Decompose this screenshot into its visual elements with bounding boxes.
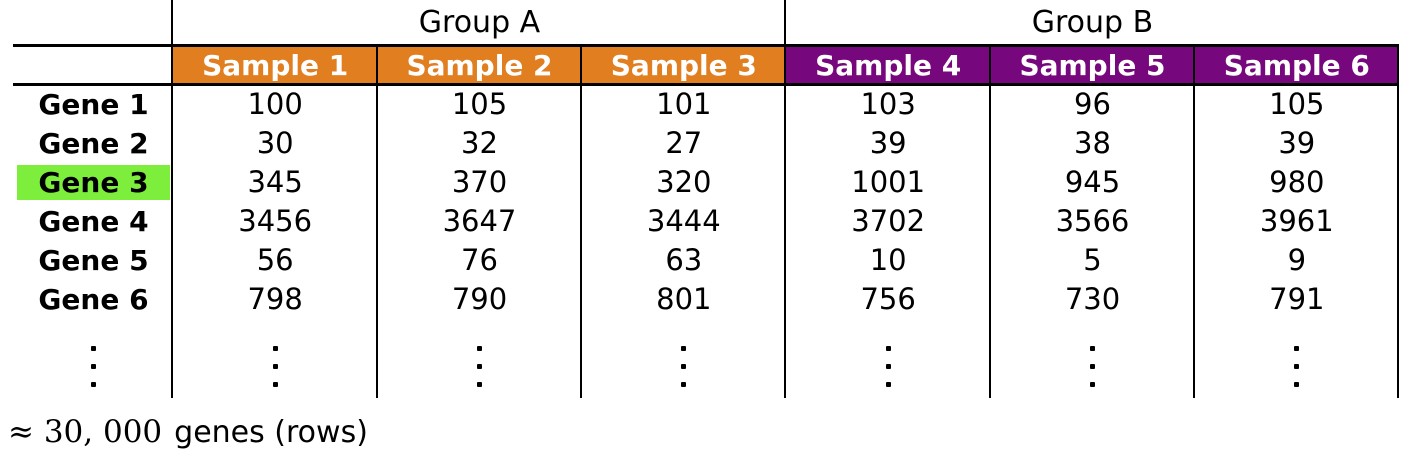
expression-value-cell: 100 xyxy=(247,87,303,121)
expression-value-cell: 801 xyxy=(656,282,712,316)
expression-value-cell: 103 xyxy=(860,87,916,121)
ellipsis-dot xyxy=(272,364,278,369)
gene-label-cell: Gene 6 xyxy=(38,282,149,316)
sample-header-cell: Sample 2 xyxy=(377,46,582,85)
ellipsis-dot xyxy=(885,364,891,369)
expression-value-cell: 370 xyxy=(451,165,508,199)
row-count-caption: ≈ 30, 000 genes (rows) xyxy=(8,414,368,450)
expression-value-cell: 27 xyxy=(665,126,703,160)
vertical-ellipsis xyxy=(272,346,278,387)
expression-value-cell: 3647 xyxy=(442,204,517,238)
ellipsis-dot xyxy=(1294,382,1300,387)
expression-value-cell: 9 xyxy=(1287,243,1307,277)
expression-value-cell: 791 xyxy=(1269,282,1325,316)
vertical-ellipsis xyxy=(90,346,96,387)
expression-value-cell: 3566 xyxy=(1055,204,1130,238)
expression-value-cell: 56 xyxy=(256,243,294,277)
ellipsis-dot xyxy=(90,382,96,387)
ellipsis-dot xyxy=(476,364,482,369)
column-divider-s1-s2 xyxy=(376,44,378,398)
ellipsis-dot xyxy=(681,382,687,387)
ellipsis-dot xyxy=(272,382,278,387)
expression-value-cell: 39 xyxy=(1278,126,1316,160)
approx-gene-count: ≈ 30, 000 xyxy=(8,414,163,450)
ellipsis-dot xyxy=(272,346,278,351)
expression-table: Group A Group B Sample 1 Sample 2 Sample 3… xyxy=(13,0,1399,400)
expression-value-cell: 790 xyxy=(451,282,508,316)
expression-value-cell: 3444 xyxy=(646,204,721,238)
ellipsis-dot xyxy=(885,382,891,387)
ellipsis-dot xyxy=(681,346,687,351)
gene-label-cell: Gene 4 xyxy=(38,204,149,238)
expression-value-cell: 5 xyxy=(1083,243,1102,277)
ellipsis-dot xyxy=(476,382,482,387)
table-rule-top xyxy=(13,44,1399,47)
ellipsis-dot xyxy=(681,364,687,369)
expression-value-cell: 756 xyxy=(860,282,916,316)
sample-header-cell: Sample 3 xyxy=(581,46,786,85)
table-rule-header xyxy=(13,83,1399,86)
sample-header-cell: Sample 4 xyxy=(785,46,991,85)
expression-value-cell: 101 xyxy=(656,87,712,121)
expression-value-cell: 10 xyxy=(869,243,907,277)
vertical-ellipsis xyxy=(476,346,482,387)
sample-header-cell: Sample 5 xyxy=(990,46,1195,85)
column-divider-s2-s3 xyxy=(580,44,582,398)
gene-label-cell: Gene 5 xyxy=(38,243,149,277)
expression-value-cell: 980 xyxy=(1269,165,1325,199)
expression-value-cell: 32 xyxy=(461,126,498,160)
ellipsis-dot xyxy=(90,346,96,351)
ellipsis-dot xyxy=(1294,346,1300,351)
gene-label-cell-highlighted: Gene 3 xyxy=(17,165,170,200)
gene-label-cell: Gene 2 xyxy=(38,126,149,160)
expression-value-cell: 63 xyxy=(665,243,703,277)
group-b-header: Group B xyxy=(1031,5,1154,40)
gene-label-cell: Gene 1 xyxy=(38,87,149,121)
expression-value-cell: 105 xyxy=(451,87,508,121)
group-a-header: Group A xyxy=(418,5,541,40)
expression-value-cell: 3702 xyxy=(851,204,926,238)
column-divider-labels xyxy=(171,0,173,398)
ellipsis-dot xyxy=(1089,364,1095,369)
expression-value-cell: 730 xyxy=(1064,282,1121,316)
vertical-ellipsis xyxy=(681,346,687,387)
ellipsis-dot xyxy=(885,346,891,351)
ellipsis-dot xyxy=(476,346,482,351)
expression-value-cell: 3456 xyxy=(238,204,313,238)
expression-value-cell: 945 xyxy=(1064,165,1121,199)
expression-value-cell: 1001 xyxy=(851,165,926,199)
expression-value-cell: 105 xyxy=(1269,87,1325,121)
column-divider-groups xyxy=(784,0,786,398)
expression-value-cell: 3961 xyxy=(1259,204,1334,238)
expression-value-cell: 320 xyxy=(656,165,712,199)
expression-value-cell: 38 xyxy=(1074,126,1111,160)
sample-header-cell: Sample 1 xyxy=(173,46,378,85)
expression-value-cell: 345 xyxy=(247,165,303,199)
column-divider-s5-s6 xyxy=(1193,44,1195,398)
vertical-ellipsis xyxy=(885,346,891,387)
vertical-ellipsis xyxy=(1089,346,1095,387)
expression-value-cell: 30 xyxy=(256,126,294,160)
expression-value-cell: 39 xyxy=(869,126,907,160)
ellipsis-dot xyxy=(90,364,96,369)
sample-header-cell: Sample 6 xyxy=(1194,46,1399,85)
expression-value-cell: 96 xyxy=(1074,87,1111,121)
expression-value-cell: 798 xyxy=(247,282,303,316)
column-divider-s4-s5 xyxy=(989,44,991,398)
table-border-right xyxy=(1397,44,1399,398)
expression-value-cell: 76 xyxy=(461,243,498,277)
ellipsis-dot xyxy=(1089,382,1095,387)
vertical-ellipsis xyxy=(1294,346,1300,387)
ellipsis-dot xyxy=(1089,346,1095,351)
caption-text: genes (rows) xyxy=(174,415,368,450)
ellipsis-dot xyxy=(1294,364,1300,369)
